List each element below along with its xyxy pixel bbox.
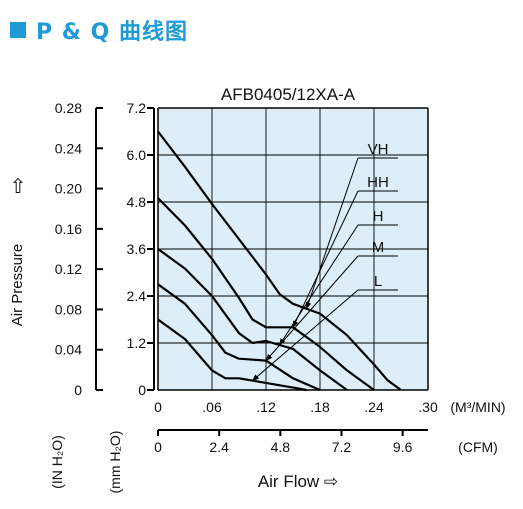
x-tick-label: .06 [202, 399, 222, 415]
series-line-vh [157, 130, 402, 391]
x-axis-label: Air Flow ⇨ [258, 472, 338, 491]
x-tick-label: .24 [364, 399, 384, 415]
x-unit-primary: (M³/MIN) [450, 399, 505, 415]
x-tick-label-cfm: 7.2 [332, 439, 352, 455]
y-tick-label-left: 0.08 [55, 301, 82, 317]
square-bullet-icon [10, 22, 26, 38]
series-line-h [157, 248, 348, 391]
x-tick-label-cfm: 2.4 [209, 439, 229, 455]
x-unit-secondary: (CFM) [458, 439, 498, 455]
legend-label-l: L [374, 273, 382, 290]
legend-leader-vh [305, 157, 359, 310]
y-tick-label-left: 0.20 [55, 181, 82, 197]
y-tick-label-mm: 0 [138, 382, 146, 398]
axes-layer [95, 107, 428, 436]
text-layer: 00.040.080.120.160.200.240.2801.22.43.64… [9, 85, 506, 493]
grid [157, 107, 429, 391]
legend-label-hh: HH [367, 174, 389, 191]
chart-title: AFB0405/12XA-A [221, 85, 356, 104]
legend-label-m: M [372, 239, 385, 256]
x-tick-label-cfm: 4.8 [271, 439, 291, 455]
y-tick-label-left: 0.16 [55, 221, 82, 237]
page-heading: P & Q 曲线图 [10, 12, 188, 48]
y-axis-arrow: ⇧ [10, 176, 27, 198]
y-tick-label-mm: 6.0 [127, 147, 147, 163]
y-tick-label-left: 0.12 [55, 261, 82, 277]
x-tick-label: .18 [310, 399, 330, 415]
series-line-l [157, 318, 307, 392]
y-unit-right: (mm H₂O) [107, 431, 123, 494]
x-tick-label: .12 [256, 399, 276, 415]
series-layer [157, 130, 402, 392]
y-tick-label-left: 0.28 [55, 100, 82, 116]
x-tick-label: 0 [154, 399, 162, 415]
x-tick-label-cfm: 0 [154, 439, 162, 455]
y-unit-left: (IN H₂O) [49, 435, 65, 489]
y-tick-label-mm: 1.2 [127, 335, 147, 351]
y-tick-label-mm: 3.6 [127, 241, 147, 257]
legend-label-h: H [373, 208, 384, 225]
y-axis-label: Air Pressure [9, 244, 26, 327]
y-tick-label-left: 0 [74, 382, 82, 398]
legend-label-vh: VH [368, 141, 389, 158]
heading-text: P & Q 曲线图 [36, 20, 188, 45]
legend-leader-l [251, 289, 359, 382]
x-tick-label-cfm: 9.6 [393, 439, 413, 455]
y-tick-label-left: 0.24 [55, 140, 82, 156]
y-tick-label-left: 0.04 [55, 342, 82, 358]
legend-leader-h [279, 224, 359, 346]
legend-leader-m [265, 255, 359, 362]
x-tick-label: .30 [418, 399, 438, 415]
series-line-hh [157, 197, 375, 391]
y-tick-label-mm: 7.2 [127, 100, 147, 116]
series-line-m [157, 283, 321, 392]
y-tick-label-mm: 4.8 [127, 194, 147, 210]
legend-leader-hh [292, 190, 359, 328]
y-tick-label-mm: 2.4 [127, 288, 147, 304]
